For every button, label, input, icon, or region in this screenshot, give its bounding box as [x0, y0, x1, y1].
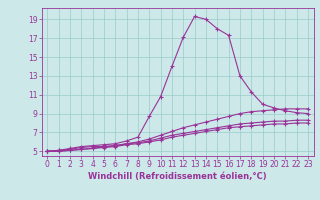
- X-axis label: Windchill (Refroidissement éolien,°C): Windchill (Refroidissement éolien,°C): [88, 172, 267, 181]
